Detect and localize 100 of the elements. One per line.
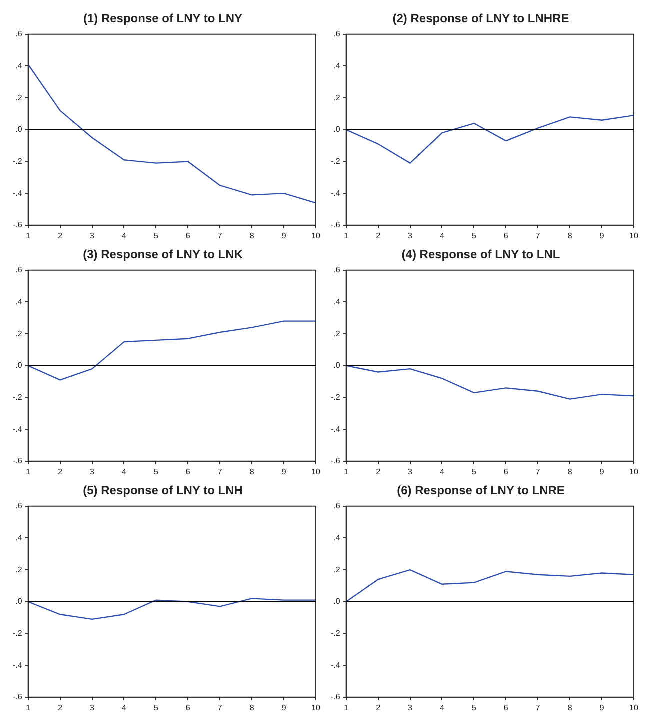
y-tick-label: -.6 <box>12 220 23 230</box>
y-tick-label: .0 <box>334 597 341 606</box>
x-tick-label: 3 <box>408 467 414 476</box>
y-tick-label: .6 <box>16 502 23 511</box>
y-tick-label: -.4 <box>12 424 23 434</box>
y-tick-label: .4 <box>334 533 341 542</box>
chart-title: (5) Response of LNY to LNH <box>83 484 243 498</box>
x-tick-label: 6 <box>186 467 191 476</box>
x-tick-label: 5 <box>154 467 159 476</box>
x-tick-label: 10 <box>630 703 639 712</box>
x-tick-label: 5 <box>154 703 159 712</box>
x-tick-label: 3 <box>408 231 414 240</box>
x-tick-label: 6 <box>186 703 191 712</box>
x-tick-label: 9 <box>282 467 287 476</box>
y-tick-label: .6 <box>334 30 341 39</box>
x-tick-label: 9 <box>600 467 605 476</box>
y-tick-label: -.4 <box>12 660 23 670</box>
y-tick-label: -.6 <box>330 692 341 702</box>
x-tick-label: 7 <box>536 703 541 712</box>
y-tick-label: .0 <box>16 361 23 370</box>
x-tick-label: 4 <box>122 231 127 240</box>
x-tick-label: 7 <box>218 467 223 476</box>
x-tick-label: 1 <box>26 703 32 712</box>
x-tick-label: 2 <box>58 467 64 476</box>
x-tick-label: 5 <box>472 231 477 240</box>
chart-title: (6) Response of LNY to LNRE <box>397 484 565 498</box>
x-tick-label: 5 <box>472 467 477 476</box>
y-tick-label: -.6 <box>330 456 341 466</box>
y-tick-label: .6 <box>334 266 341 275</box>
y-tick-label: -.6 <box>12 456 23 466</box>
x-tick-label: 3 <box>90 231 96 240</box>
x-tick-label: 7 <box>536 467 541 476</box>
y-tick-label: -.4 <box>330 188 341 198</box>
x-tick-label: 7 <box>536 231 541 240</box>
x-tick-label: 9 <box>600 703 605 712</box>
x-tick-label: 2 <box>58 703 64 712</box>
x-tick-label: 8 <box>568 231 573 240</box>
x-tick-label: 1 <box>344 703 350 712</box>
y-tick-label: -.4 <box>330 660 341 670</box>
y-tick-label: -.2 <box>12 156 23 166</box>
y-tick-label: .4 <box>16 61 23 70</box>
y-tick-label: .6 <box>16 30 23 39</box>
y-tick-label: .6 <box>16 266 23 275</box>
y-tick-label: .0 <box>334 361 341 370</box>
y-tick-label: .0 <box>334 125 341 134</box>
x-tick-label: 8 <box>250 467 255 476</box>
y-tick-label: .2 <box>334 329 341 338</box>
x-tick-label: 10 <box>312 231 321 240</box>
chart-title: (1) Response of LNY to LNY <box>83 12 243 26</box>
x-tick-label: 3 <box>408 703 414 712</box>
x-tick-label: 6 <box>504 703 509 712</box>
y-tick-label: .2 <box>334 565 341 574</box>
x-tick-label: 2 <box>376 703 382 712</box>
x-tick-label: 6 <box>504 467 509 476</box>
x-tick-label: 8 <box>568 703 573 712</box>
chart-title: (4) Response of LNY to LNL <box>402 248 560 262</box>
y-tick-label: .4 <box>16 533 23 542</box>
x-tick-label: 5 <box>472 703 477 712</box>
y-tick-label: .2 <box>16 93 23 102</box>
y-tick-label: -.2 <box>330 628 341 638</box>
chart-title: (3) Response of LNY to LNK <box>83 248 244 262</box>
x-tick-label: 2 <box>376 231 382 240</box>
x-tick-label: 7 <box>218 231 223 240</box>
y-tick-label: .0 <box>16 125 23 134</box>
y-tick-label: -.2 <box>12 628 23 638</box>
x-tick-label: 2 <box>58 231 64 240</box>
y-tick-label: -.2 <box>330 392 341 402</box>
x-tick-label: 10 <box>312 467 321 476</box>
x-tick-label: 10 <box>630 467 639 476</box>
y-tick-label: .4 <box>334 297 341 306</box>
y-tick-label: -.6 <box>12 692 23 702</box>
x-tick-label: 9 <box>282 703 287 712</box>
x-tick-label: 1 <box>26 231 32 240</box>
x-tick-label: 2 <box>376 467 382 476</box>
x-tick-label: 8 <box>568 467 573 476</box>
y-tick-label: -.4 <box>330 424 341 434</box>
y-tick-label: .2 <box>16 565 23 574</box>
y-tick-label: -.2 <box>330 156 341 166</box>
x-tick-label: 3 <box>90 703 96 712</box>
x-tick-label: 10 <box>630 231 639 240</box>
x-tick-label: 4 <box>122 467 127 476</box>
y-tick-label: .2 <box>334 93 341 102</box>
x-tick-label: 8 <box>250 231 255 240</box>
x-tick-label: 1 <box>26 467 32 476</box>
x-tick-label: 8 <box>250 703 255 712</box>
x-tick-label: 3 <box>90 467 96 476</box>
x-tick-label: 9 <box>282 231 287 240</box>
y-tick-label: .4 <box>16 297 23 306</box>
x-tick-label: 9 <box>600 231 605 240</box>
x-tick-label: 7 <box>218 703 223 712</box>
x-tick-label: 4 <box>122 703 127 712</box>
x-tick-label: 6 <box>504 231 509 240</box>
x-tick-label: 6 <box>186 231 191 240</box>
x-tick-label: 5 <box>154 231 159 240</box>
x-tick-label: 4 <box>440 231 445 240</box>
y-tick-label: .0 <box>16 597 23 606</box>
x-tick-label: 4 <box>440 467 445 476</box>
x-tick-label: 1 <box>344 231 350 240</box>
x-tick-label: 10 <box>312 703 321 712</box>
y-tick-label: -.6 <box>330 220 341 230</box>
